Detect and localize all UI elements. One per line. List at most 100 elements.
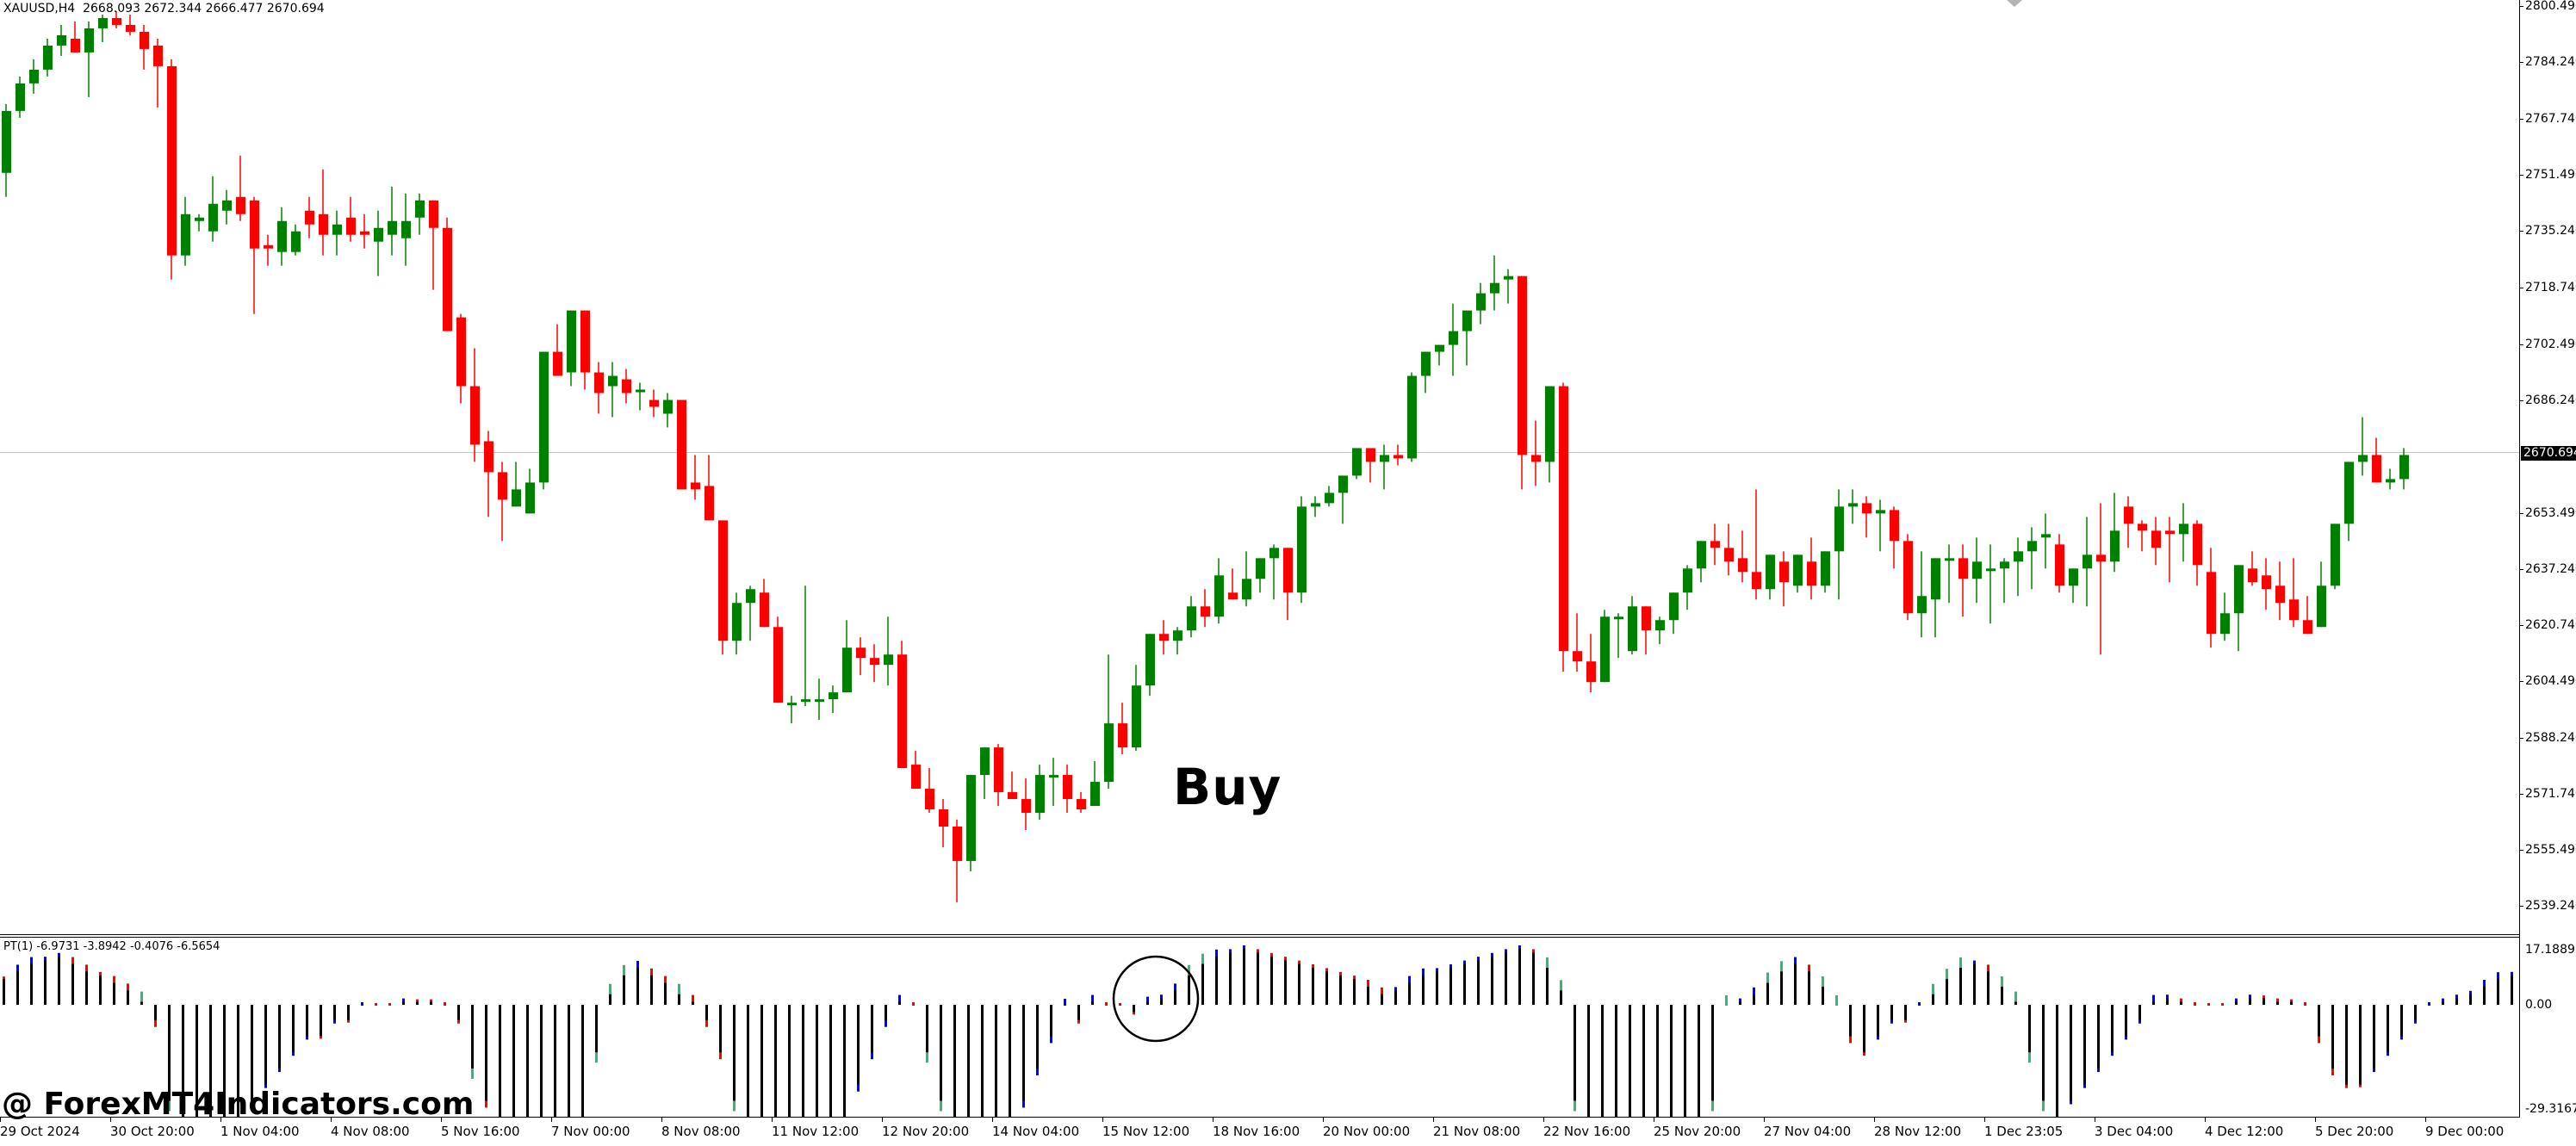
indicator-bar [1105,1002,1108,1006]
candle [1104,654,1114,790]
candle [1256,558,1265,593]
time-label: 18 Nov 16:00 [1213,1124,1300,1139]
candle [1600,610,1610,683]
candle [1669,592,1679,635]
indicator-bar [912,1002,915,1006]
candle [443,217,452,331]
time-tick [661,1117,662,1122]
indicator-bar [1656,1005,1659,1117]
candle [801,585,810,707]
indicator-bar [471,1005,474,1079]
time-label: 1 Dec 23:05 [1984,1124,2064,1139]
candle [1559,382,1568,672]
candle [2344,461,2354,542]
candle [567,310,576,387]
price-label: 2751.490 [2525,168,2576,182]
time-label: 3 Dec 04:00 [2095,1124,2174,1139]
candle [388,186,397,256]
indicator-bar [2455,994,2458,1005]
candle [1917,551,1927,638]
price-tick [2519,62,2523,63]
indicator-bar [1449,963,1452,1005]
indicator-bar [774,1005,777,1117]
indicator-bar [1408,976,1411,1005]
price-label: 2539.240 [2525,899,2576,913]
candle [911,751,921,790]
indicator-bar [1601,1005,1604,1117]
chart-shift-marker-icon[interactable] [2007,0,2022,7]
candle [1283,548,1293,621]
indicator-bar [113,976,115,1005]
indicator-bar [237,1005,239,1117]
candle [966,775,976,871]
indicator-bar [223,1005,226,1117]
candle [1090,761,1100,807]
candle [1779,551,1789,607]
candle [2193,520,2202,586]
indicator-bar [1615,1005,1617,1117]
indicator-bar [1890,1005,1893,1024]
candle [1021,778,1031,831]
candle [1242,551,1251,607]
candle [815,678,824,721]
price-tick [2519,569,2523,570]
candle [2041,513,2051,569]
candle [580,310,590,390]
candle [1407,372,1417,462]
candle [1614,613,1623,659]
indicator-bar [16,964,19,1005]
candle [636,382,645,411]
price-label: 2686.240 [2525,393,2576,407]
candle [2069,568,2078,604]
candle [2399,448,2409,490]
candle [2,103,11,197]
panel-separator-bottom[interactable] [0,937,2519,938]
indicator-bar [2207,1003,2210,1006]
candle [153,38,163,108]
candle [2207,548,2216,648]
time-label: 9 Dec 00:00 [2425,1124,2505,1139]
indicator-bar [2235,998,2238,1005]
candle [250,196,259,314]
time-tick [1323,1117,1324,1122]
indicator-bar [1587,1005,1590,1117]
price-tick [2519,850,2523,851]
indicator-bar [1904,1005,1907,1023]
indicator-bar [209,1005,212,1117]
time-label: 4 Dec 12:00 [2205,1124,2284,1139]
time-tick [2315,1117,2316,1122]
time-label: 5 Nov 16:00 [441,1124,520,1139]
indicator-axis-zero: 0.00 [2525,998,2553,1012]
candle [222,189,232,225]
watermark: @ ForexMT4Indicators.com [2,1087,475,1122]
time-label: 12 Nov 20:00 [882,1124,970,1139]
candle [1132,665,1141,752]
time-tick [441,1117,442,1122]
candle [1159,620,1169,655]
candle [71,21,80,53]
candle [746,585,755,641]
candle [1352,448,1362,480]
price-label: 2800.490 [2525,0,2576,13]
candle [884,616,893,686]
indicator-bar [1367,979,1369,1005]
candle [1518,276,1527,490]
candle [953,820,962,902]
price-axis-line [2519,0,2520,1118]
panel-separator-top[interactable] [0,934,2519,935]
indicator-bar [2483,979,2486,1005]
indicator-panel[interactable] [0,938,2519,1117]
indicator-bar [898,994,901,1005]
indicator-bar [554,1005,556,1117]
indicator-bar [444,1002,446,1006]
price-chart-panel[interactable] [0,0,2519,934]
price-tick [2519,794,2523,795]
indicator-bar [2138,1005,2141,1024]
indicator-bar [127,983,129,1005]
candle [1834,489,1844,600]
candle [1187,596,1196,638]
time-tick [0,1117,1,1122]
indicator-bar [278,1005,281,1072]
price-tick [2519,625,2523,626]
indicator-bar [320,1005,322,1039]
